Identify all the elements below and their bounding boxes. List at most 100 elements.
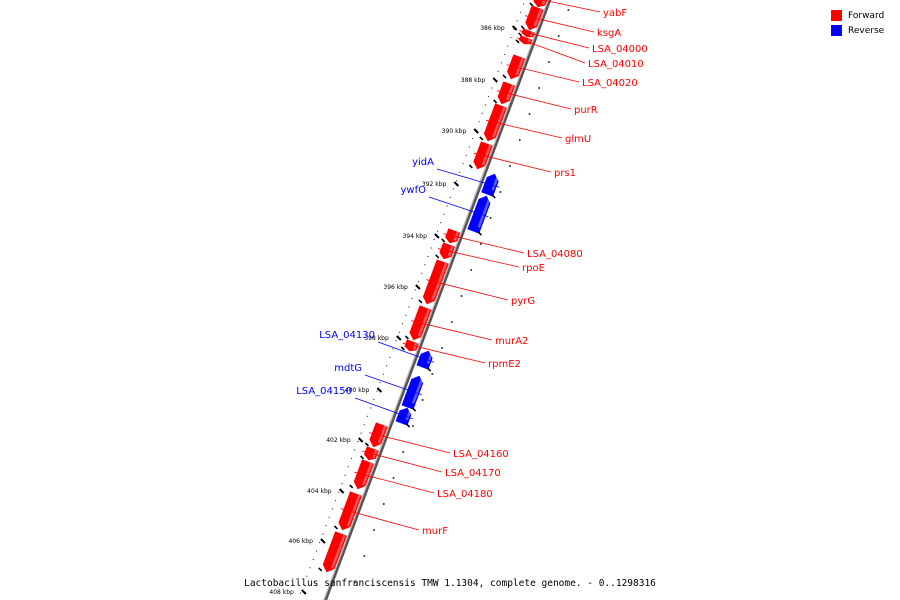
reverse-swatch bbox=[831, 25, 842, 36]
tick-mark bbox=[376, 387, 383, 393]
tick-mark bbox=[301, 589, 307, 595]
gene-label[interactable]: ksgA bbox=[597, 28, 621, 39]
gene-highlight bbox=[447, 245, 454, 257]
tick-mark bbox=[415, 284, 421, 290]
gene-highlight bbox=[491, 175, 500, 191]
tick-mark bbox=[434, 233, 440, 239]
gene-end-tick bbox=[491, 194, 496, 199]
scale-dot bbox=[441, 347, 444, 349]
leader-line bbox=[485, 119, 563, 139]
gene-label[interactable]: LSA_04170 bbox=[445, 468, 501, 479]
gene-label[interactable]: glmU bbox=[565, 134, 591, 145]
tick-label: 388 kbp bbox=[461, 77, 486, 84]
leader-line bbox=[519, 30, 590, 49]
gene-label[interactable]: rpoE bbox=[522, 263, 545, 274]
gene-label[interactable]: LSA_04020 bbox=[582, 78, 638, 89]
gene-label[interactable]: murA2 bbox=[495, 336, 528, 347]
leader-line bbox=[410, 320, 493, 341]
gene-highlight bbox=[527, 38, 532, 44]
gene-arrow-ywfO[interactable] bbox=[467, 195, 491, 234]
gene-arrow-mdtG[interactable] bbox=[401, 375, 424, 410]
gene-label[interactable]: murF bbox=[422, 526, 448, 537]
leader-line bbox=[377, 341, 435, 363]
gene-end-tick bbox=[493, 99, 498, 104]
gene-label[interactable]: LSA_04080 bbox=[527, 249, 583, 260]
gene-end-tick bbox=[333, 525, 338, 530]
scale-dot bbox=[567, 9, 570, 11]
tick-label: 406 kbp bbox=[288, 538, 313, 545]
leader-line bbox=[436, 168, 500, 188]
gene-end-tick bbox=[441, 238, 446, 243]
genome-caption: Lactobacillus sanfranciscensis TMW 1.130… bbox=[244, 578, 656, 589]
gene-highlight bbox=[515, 57, 524, 76]
gene-label[interactable]: LSA_04010 bbox=[588, 59, 644, 70]
leader-line bbox=[340, 508, 420, 531]
tick-mark bbox=[492, 77, 498, 83]
gene-end-tick bbox=[468, 164, 473, 169]
tick-label: 396 kbp bbox=[383, 284, 408, 291]
gene-end-tick bbox=[364, 442, 370, 447]
scale-dot bbox=[518, 139, 521, 141]
gene-end-tick bbox=[360, 455, 365, 460]
gene-highlight bbox=[492, 106, 506, 138]
gene-arrow-LSA_04150[interactable] bbox=[395, 407, 412, 426]
scale-dot bbox=[460, 295, 463, 297]
tick-label: 392 kbp bbox=[422, 181, 447, 188]
scale-dot bbox=[479, 243, 482, 245]
scale-dot bbox=[431, 373, 434, 375]
legend-label-forward: Forward bbox=[848, 10, 885, 21]
gene-label[interactable]: LSA_04160 bbox=[453, 449, 509, 460]
gene-label[interactable]: LSA_04180 bbox=[437, 489, 493, 500]
scale-dotted-line bbox=[297, 0, 526, 600]
legend: Forward Reverse bbox=[831, 8, 892, 38]
leader-line bbox=[354, 397, 413, 420]
gene-label[interactable]: purR bbox=[574, 105, 598, 116]
gene-highlight bbox=[411, 377, 424, 404]
gene-end-tick bbox=[318, 567, 323, 572]
gene-highlight bbox=[426, 352, 434, 364]
genome-backbone bbox=[324, 0, 552, 600]
scale-dot bbox=[363, 555, 366, 557]
gene-arrow-unlabeled[interactable] bbox=[322, 531, 347, 573]
gene-label[interactable]: LSA_04130 bbox=[319, 330, 375, 341]
gene-highlight bbox=[417, 308, 431, 337]
gene-end-tick bbox=[515, 39, 520, 44]
gene-highlight bbox=[331, 534, 346, 569]
gene-highlight bbox=[362, 462, 373, 486]
gene-highlight bbox=[346, 494, 361, 527]
scale-dot bbox=[421, 399, 424, 401]
gene-highlight bbox=[431, 262, 448, 301]
leader-line bbox=[364, 374, 422, 396]
gene-arrow-yabF[interactable] bbox=[533, 0, 548, 8]
gene-label[interactable]: pyrG bbox=[511, 296, 535, 307]
tick-label: 402 kbp bbox=[326, 437, 351, 444]
scale-dot bbox=[538, 87, 541, 89]
leader-line bbox=[437, 248, 520, 268]
scale-dot bbox=[489, 217, 492, 219]
gene-arrow-yidA[interactable] bbox=[481, 173, 499, 197]
backbone-shadow bbox=[323, 0, 550, 600]
gene-label[interactable]: mdtG bbox=[334, 363, 362, 374]
scale-dot bbox=[411, 425, 414, 427]
tick-mark bbox=[473, 128, 479, 134]
gene-label[interactable]: LSA_04150 bbox=[296, 386, 352, 397]
gene-arrow-murF[interactable] bbox=[338, 491, 362, 531]
gene-end-tick bbox=[479, 136, 484, 141]
scale-dot bbox=[509, 165, 512, 167]
gene-label[interactable]: yabF bbox=[603, 8, 627, 19]
tick-mark bbox=[396, 335, 402, 341]
gene-label[interactable]: ywfO bbox=[401, 185, 427, 196]
gene-label[interactable]: LSA_04000 bbox=[592, 44, 648, 55]
tick-mark bbox=[511, 25, 518, 31]
leader-line bbox=[473, 152, 552, 173]
gene-arrow-LSA_04130[interactable] bbox=[416, 350, 433, 370]
leader-line bbox=[496, 90, 572, 110]
gene-label[interactable]: yidA bbox=[412, 157, 434, 168]
gene-label[interactable]: prs1 bbox=[554, 168, 576, 179]
scale-dot bbox=[353, 581, 356, 583]
gene-label[interactable]: rpmE2 bbox=[488, 359, 521, 370]
leader-line bbox=[443, 233, 525, 254]
tick-label: 390 kbp bbox=[442, 128, 467, 135]
tick-mark bbox=[453, 181, 460, 187]
